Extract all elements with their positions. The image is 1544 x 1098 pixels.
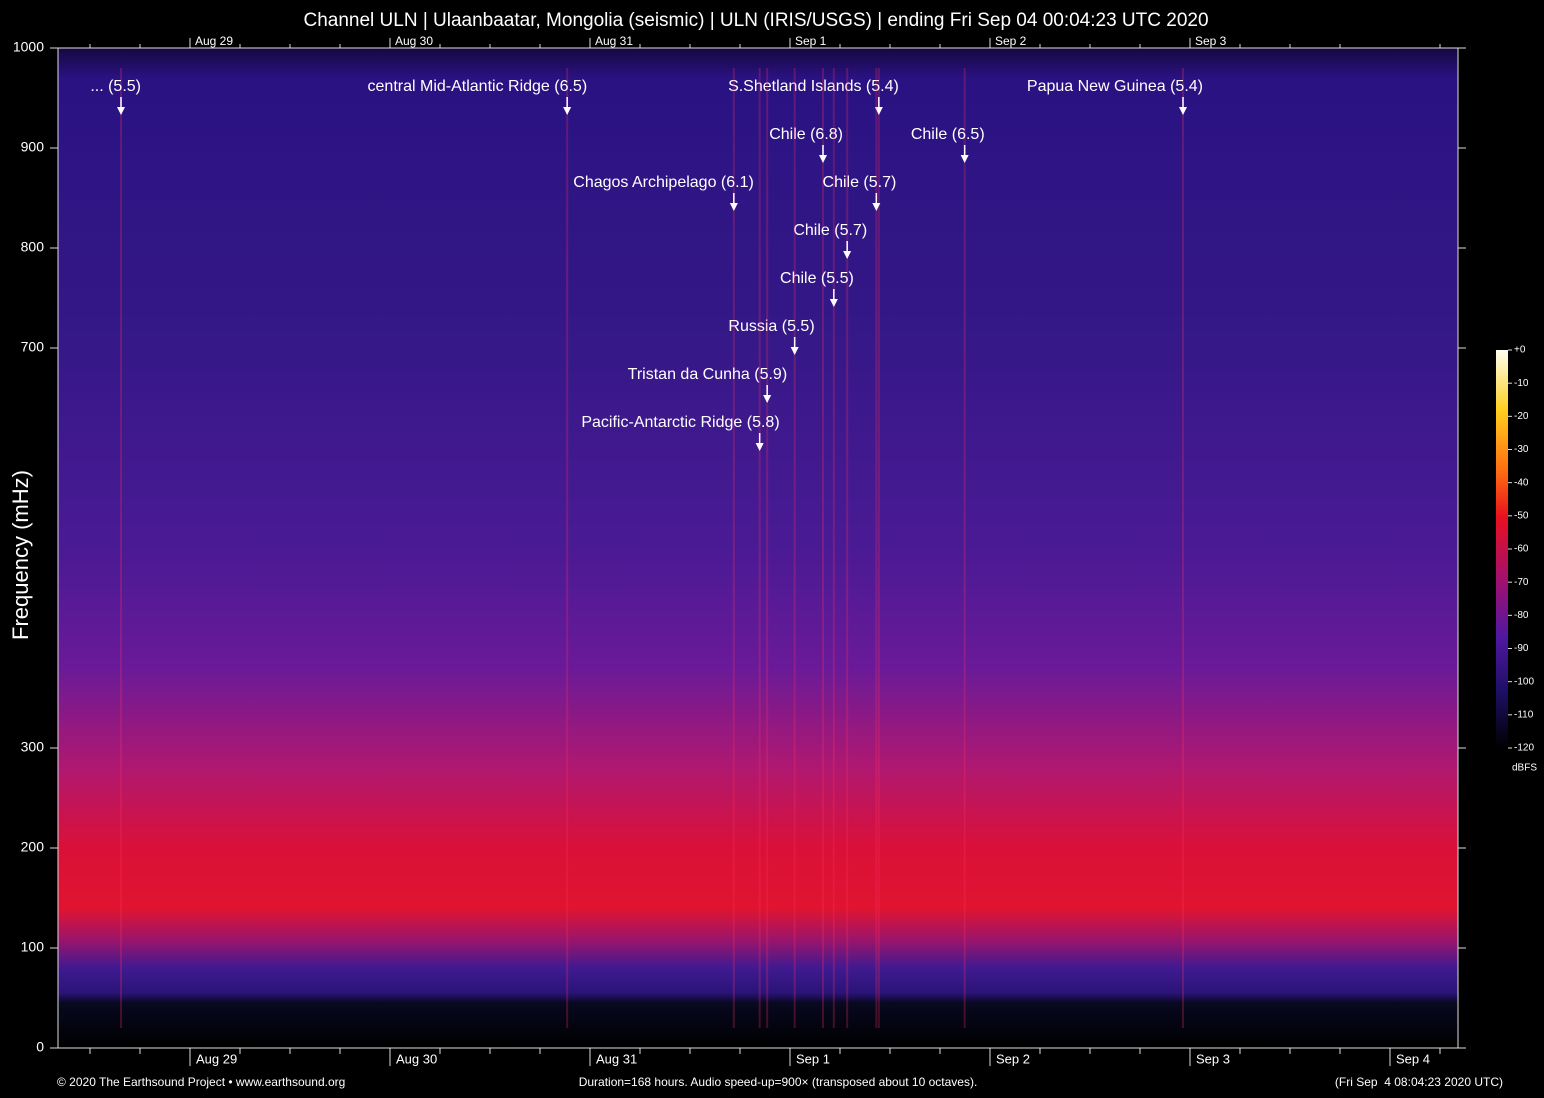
y-tick-label: 200 (21, 839, 45, 855)
y-tick-label: 100 (21, 939, 45, 955)
x-tick-label: Aug 29 (196, 1051, 237, 1066)
x-tick-label: Sep 3 (1196, 1051, 1230, 1066)
event-label: Chile (6.8) (769, 126, 843, 143)
event-label: Russia (5.5) (728, 318, 814, 335)
colorbar-tick-label: -40 (1514, 477, 1529, 488)
event-arrowhead (755, 443, 764, 451)
event-label: S.Shetland Islands (5.4) (728, 78, 899, 95)
event-arrowhead (729, 203, 738, 211)
x-tick-label: Sep 4 (1396, 1051, 1430, 1066)
x-tick-label-top: Sep 2 (995, 34, 1027, 48)
colorbar-tick-label: -20 (1514, 411, 1529, 422)
y-axis-label: Frequency (mHz) (8, 470, 33, 640)
colorbar-label: dBFS (1512, 763, 1537, 774)
event-label: ... (5.5) (90, 78, 141, 95)
x-tick-label: Aug 30 (396, 1051, 437, 1066)
x-tick-label-top: Sep 3 (1195, 34, 1227, 48)
x-tick-label: Sep 1 (796, 1051, 830, 1066)
colorbar-tick-label: -80 (1514, 610, 1529, 621)
x-tick-label-top: Aug 30 (395, 34, 433, 48)
colorbar-tick-label: -110 (1514, 709, 1534, 720)
colorbar-tick-label: -50 (1514, 510, 1529, 521)
colorbar (1496, 350, 1508, 748)
event-label: Tristan da Cunha (5.9) (628, 366, 787, 383)
event-label: Pacific-Antarctic Ridge (5.8) (581, 414, 779, 431)
y-tick-label: 1000 (13, 39, 44, 55)
y-tick-label: 300 (21, 739, 45, 755)
colorbar-tick-label: -30 (1514, 444, 1529, 455)
colorbar-tick-label: -10 (1514, 378, 1529, 389)
event-arrowhead (763, 395, 772, 403)
x-tick-label: Sep 2 (996, 1051, 1030, 1066)
x-tick-label-top: Aug 29 (195, 34, 233, 48)
event-label: Chile (5.5) (780, 270, 854, 287)
colorbar-tick-label: -70 (1514, 577, 1529, 588)
colorbar-tick-label: -60 (1514, 544, 1529, 555)
event-arrowhead (563, 107, 572, 115)
x-tick-label-top: Sep 1 (795, 34, 827, 48)
y-tick-label: 0 (36, 1039, 44, 1055)
chart-title: Channel ULN | Ulaanbaatar, Mongolia (sei… (303, 10, 1208, 31)
y-tick-label: 900 (21, 139, 45, 155)
y-tick-label: 700 (21, 339, 45, 355)
event-label: Chile (6.5) (911, 126, 985, 143)
event-arrowhead (790, 347, 799, 355)
x-tick-label: Aug 31 (596, 1051, 637, 1066)
colorbar-tick-label: -100 (1514, 676, 1534, 687)
event-label: Chagos Archipelago (6.1) (573, 174, 754, 191)
event-arrowhead (874, 107, 883, 115)
colorbar-tick-label: -90 (1514, 643, 1529, 654)
event-arrowhead (819, 155, 827, 163)
colorbar-tick-label: -120 (1514, 743, 1534, 754)
footer-left: © 2020 The Earthsound Project • www.eart… (57, 1075, 345, 1089)
footer-center: Duration=168 hours. Audio speed-up=900× … (579, 1075, 978, 1089)
event-label: central Mid-Atlantic Ridge (6.5) (368, 78, 588, 95)
event-arrowhead (843, 251, 852, 259)
event-arrowhead (1179, 107, 1187, 115)
footer-right: (Fri Sep 4 08:04:23 2020 UTC) (1335, 1075, 1503, 1089)
event-arrowhead (960, 155, 969, 163)
x-tick-label-top: Aug 31 (595, 34, 633, 48)
colorbar-tick-label: +0 (1514, 345, 1526, 356)
event-arrowhead (117, 107, 125, 115)
y-tick-label: 800 (21, 239, 45, 255)
event-label: Papua New Guinea (5.4) (1027, 78, 1203, 95)
event-label: Chile (5.7) (793, 222, 867, 239)
event-label: Chile (5.7) (823, 174, 897, 191)
spectrogram (58, 48, 1458, 1048)
event-arrowhead (872, 203, 881, 211)
event-arrowhead (829, 299, 838, 307)
